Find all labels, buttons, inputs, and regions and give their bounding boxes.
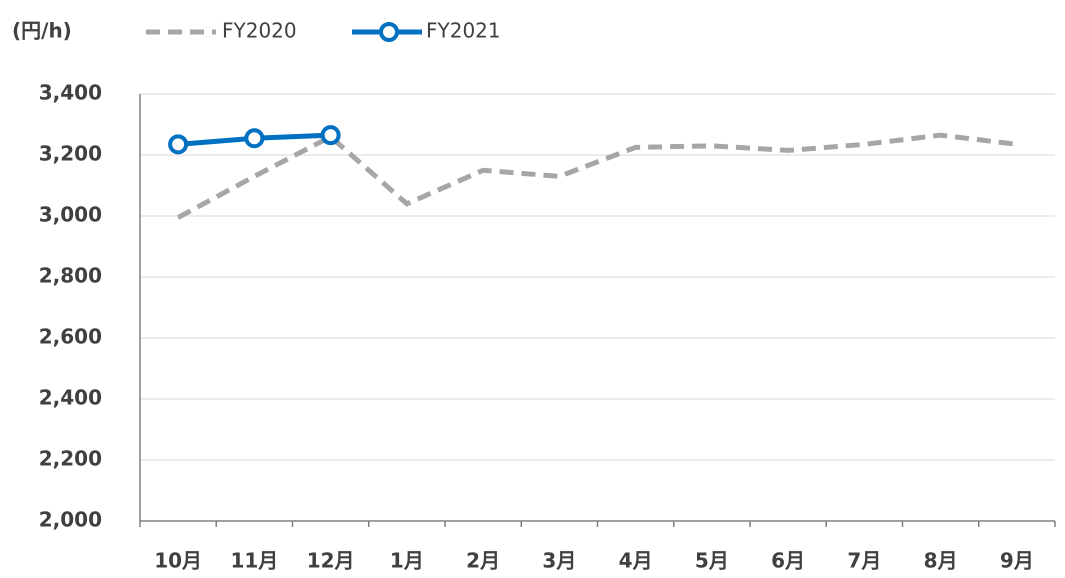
legend-label: FY2020 xyxy=(222,19,297,43)
y-tick-label: 3,200 xyxy=(39,142,102,166)
x-tick-label: 5月 xyxy=(695,549,729,573)
x-tick-label: 9月 xyxy=(1000,549,1034,573)
x-tick-label: 2月 xyxy=(466,549,500,573)
marker xyxy=(244,128,265,149)
x-tick-label: 12月 xyxy=(307,549,355,573)
x-tick-label: 8月 xyxy=(924,549,958,573)
y-tick-label: 2,400 xyxy=(39,386,102,410)
x-tick-label: 10月 xyxy=(154,549,202,573)
y-tick-label: 2,800 xyxy=(39,264,102,288)
x-tick-label: 6月 xyxy=(771,549,805,573)
x-tick-label: 3月 xyxy=(542,549,576,573)
marker xyxy=(168,134,189,155)
marker xyxy=(320,125,341,146)
x-tick-label: 1月 xyxy=(390,549,424,573)
x-tick-label: 4月 xyxy=(619,549,653,573)
y-tick-label: 2,000 xyxy=(39,508,102,532)
legend-marker xyxy=(379,22,399,42)
y-tick-label: 3,000 xyxy=(39,203,102,227)
legend-label: FY2021 xyxy=(426,19,501,43)
series-line xyxy=(176,132,1018,220)
y-tick-label: 3,400 xyxy=(39,81,102,105)
x-tick-label: 11月 xyxy=(230,549,278,573)
y-tick-label: 2,200 xyxy=(39,447,102,471)
y-tick-label: 2,600 xyxy=(39,325,102,349)
x-tick-label: 7月 xyxy=(847,549,881,573)
y-axis-label: (円/h) xyxy=(12,19,72,43)
